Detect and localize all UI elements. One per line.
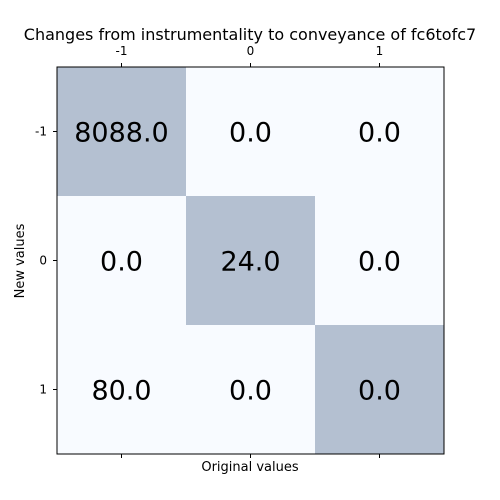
x-axis-ticks: -1 0 1 xyxy=(116,44,384,458)
cell-value-label: 24.0 xyxy=(220,247,280,278)
x-axis-label: Original values xyxy=(201,460,299,475)
heatmap-cell xyxy=(57,67,186,196)
heatmap-cell xyxy=(315,196,444,325)
heatmap-cell-labels: 8088.0 0.0 0.0 0.0 24.0 0.0 80.0 0.0 0.0 xyxy=(74,118,401,407)
heatmap-cell xyxy=(186,67,315,196)
heatmap-cell xyxy=(186,325,315,454)
y-axis-label: New values xyxy=(13,223,28,298)
x-tick-label: 0 xyxy=(247,44,255,58)
cell-value-label: 0.0 xyxy=(358,118,401,149)
heatmap-cell xyxy=(315,67,444,196)
heatmap-cell xyxy=(186,196,315,325)
heatmap-cell xyxy=(315,325,444,454)
y-tick-label: 0 xyxy=(39,254,47,268)
cell-value-label: 0.0 xyxy=(358,376,401,407)
y-tick-label: -1 xyxy=(35,125,47,139)
cell-value-label: 0.0 xyxy=(229,118,272,149)
x-tick-label: 1 xyxy=(376,44,384,58)
heatmap-cell xyxy=(57,325,186,454)
heatmap-cells xyxy=(57,67,444,454)
y-axis-ticks: -1 0 1 xyxy=(35,125,57,397)
cell-value-label: 0.0 xyxy=(358,247,401,278)
chart-title: Changes from instrumentality to conveyan… xyxy=(24,25,476,44)
cell-value-label: 8088.0 xyxy=(74,118,168,149)
x-tick-label: -1 xyxy=(116,44,128,58)
cell-value-label: 80.0 xyxy=(91,376,151,407)
cell-value-label: 0.0 xyxy=(100,247,143,278)
y-tick-label: 1 xyxy=(39,383,47,397)
heatmap-cell xyxy=(57,196,186,325)
cell-value-label: 0.0 xyxy=(229,376,272,407)
